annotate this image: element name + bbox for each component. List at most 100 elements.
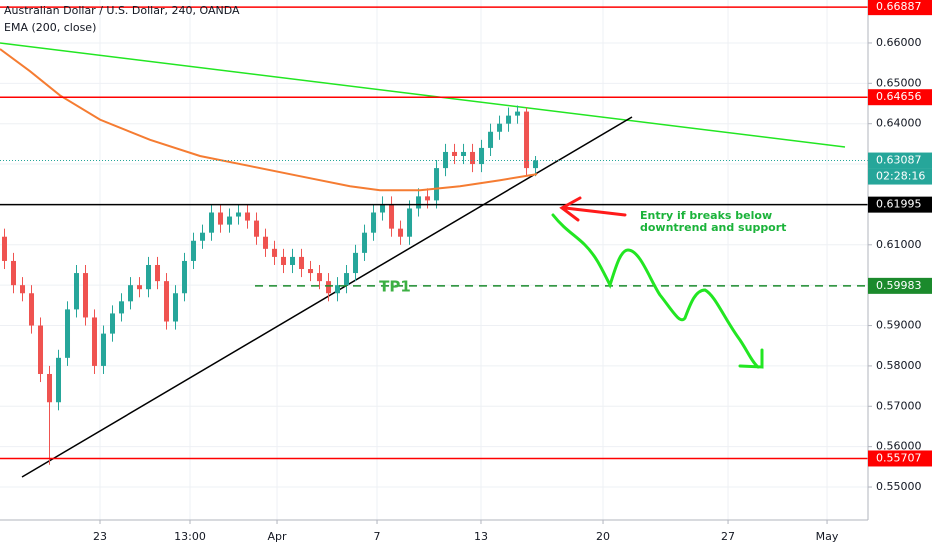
candle-body <box>128 285 134 302</box>
candle-body <box>281 256 287 265</box>
candle-body <box>29 293 35 326</box>
candle-body <box>533 160 539 169</box>
candle-body <box>47 373 53 403</box>
candle-body <box>101 333 107 366</box>
candle-body <box>524 111 530 169</box>
candle-body <box>56 357 62 403</box>
candle-body <box>92 317 98 366</box>
candle-body <box>434 168 440 201</box>
price-level-label: 0.55707 <box>876 451 922 464</box>
candle-body <box>110 313 116 334</box>
candle-body <box>263 236 269 249</box>
price-level-box <box>868 0 932 16</box>
candle-body <box>2 236 8 261</box>
candle-body <box>308 269 314 274</box>
countdown: 02:28:16 <box>876 170 925 183</box>
candle-body <box>506 115 512 124</box>
entry-arrow <box>559 196 627 222</box>
entry-note: downtrend and support <box>640 221 786 234</box>
candle-body <box>65 309 71 358</box>
candle-body <box>11 260 17 286</box>
candle-body <box>515 111 521 116</box>
x-tick-label: 13:00 <box>174 530 206 543</box>
x-tick-label: 23 <box>93 530 107 543</box>
candle-body <box>200 232 206 241</box>
candle-body <box>236 212 242 217</box>
price-level-label: 0.59983 <box>876 279 922 292</box>
price-level-label: 0.64656 <box>876 90 922 103</box>
candle-body <box>20 285 26 294</box>
candle-body <box>461 151 467 156</box>
y-tick-label: 0.59000 <box>876 319 922 332</box>
downtrend-line <box>0 42 846 148</box>
ema-line <box>0 48 538 192</box>
chart-title: Australian Dollar / U.S. Dollar, 240, OA… <box>4 4 240 17</box>
candle-body <box>299 256 305 270</box>
candle-body <box>398 228 404 237</box>
y-tick-label: 0.64000 <box>876 117 922 130</box>
y-tick-label: 0.61000 <box>876 238 922 251</box>
axis-labels: 0.550000.560000.570000.580000.590000.600… <box>93 0 932 543</box>
x-tick-label: Apr <box>268 530 288 543</box>
y-tick-label: 0.57000 <box>876 399 922 412</box>
candle-body <box>245 212 251 221</box>
x-tick-label: 27 <box>721 530 735 543</box>
x-tick-label: 13 <box>474 530 488 543</box>
entry-note: Entry if breaks below <box>640 209 772 222</box>
candle-body <box>452 151 458 156</box>
price-level-label: 0.61995 <box>876 198 922 211</box>
support-line <box>21 116 633 478</box>
y-tick-label: 0.58000 <box>876 359 922 372</box>
x-tick-label: 7 <box>374 530 381 543</box>
candle-body <box>389 204 395 229</box>
candle-body <box>470 151 476 165</box>
candle-body <box>74 273 80 310</box>
marks <box>0 6 868 465</box>
candle-body <box>488 131 494 148</box>
candle-body <box>227 216 233 225</box>
price-level-box <box>868 450 932 467</box>
price-level-box <box>868 89 932 106</box>
candle-body <box>191 240 197 261</box>
candle-body <box>173 293 179 322</box>
x-tick-label: 20 <box>596 530 610 543</box>
candle-body <box>353 252 359 274</box>
candle-body <box>407 208 413 237</box>
candle-body <box>479 147 485 165</box>
price-level-box <box>868 196 932 213</box>
price-level-box <box>868 152 932 169</box>
candle-body <box>119 301 125 314</box>
candle-body <box>254 220 260 237</box>
grid <box>0 0 868 520</box>
projection-scribble <box>551 213 764 369</box>
candle-body <box>380 204 386 213</box>
candle-body <box>344 273 350 286</box>
candle-body <box>425 196 431 201</box>
indicator-label: EMA (200, close) <box>4 21 96 34</box>
y-tick-label: 0.65000 <box>876 76 922 89</box>
price-level-box <box>868 277 932 294</box>
candle-body <box>218 212 224 225</box>
candle-body <box>443 151 449 169</box>
candle-body <box>155 264 161 282</box>
candle-body <box>38 325 44 374</box>
candle-body <box>182 260 188 294</box>
candle-body <box>371 212 377 233</box>
x-tick-label: May <box>816 530 839 543</box>
candle-body <box>137 285 143 290</box>
candle-body <box>83 273 89 318</box>
candle-body <box>317 273 323 282</box>
candle-body <box>272 248 278 257</box>
candle-body <box>164 281 170 322</box>
price-level-label: 0.66887 <box>876 0 922 13</box>
y-tick-label: 0.56000 <box>876 440 922 453</box>
countdown-box <box>868 168 932 185</box>
candle-body <box>209 212 215 233</box>
candle-body <box>326 281 332 294</box>
candle-body <box>146 264 152 290</box>
y-tick-label: 0.66000 <box>876 36 922 49</box>
candle-body <box>290 256 296 265</box>
tp1-label: TP1 <box>379 278 411 296</box>
